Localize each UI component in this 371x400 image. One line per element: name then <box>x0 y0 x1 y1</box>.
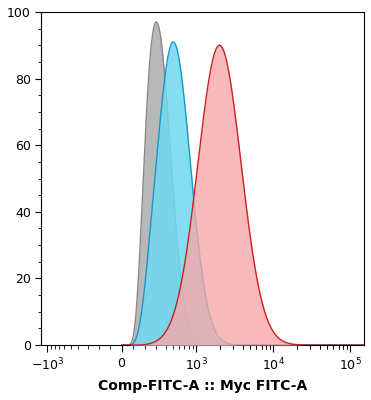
X-axis label: Comp-FITC-A :: Myc FITC-A: Comp-FITC-A :: Myc FITC-A <box>98 379 307 393</box>
